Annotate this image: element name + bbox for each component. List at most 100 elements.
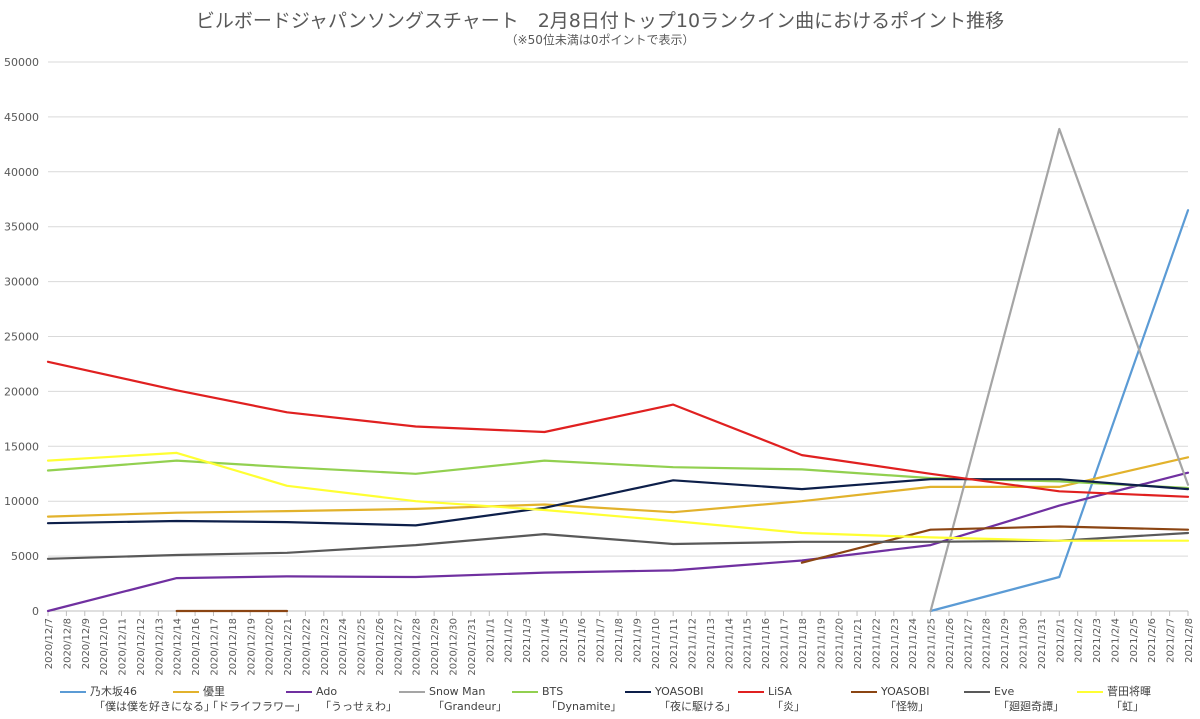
x-tick-label: 2021/1/17 bbox=[779, 618, 790, 669]
legend-series-name: Snow Man bbox=[429, 685, 486, 698]
series-line bbox=[46, 531, 1190, 560]
legend-series-name: YOASOBI bbox=[655, 685, 704, 698]
x-tick-label: 2021/2/5 bbox=[1129, 618, 1140, 663]
x-tick-label: 2021/1/28 bbox=[982, 618, 993, 669]
x-tick-label: 2020/12/29 bbox=[430, 618, 441, 676]
x-tick-label: 2021/1/19 bbox=[816, 618, 827, 669]
y-tick-label: 50000 bbox=[4, 56, 39, 69]
legend-swatch bbox=[173, 691, 199, 693]
x-tick-label: 2021/1/25 bbox=[927, 618, 938, 669]
legend-series-name: 乃木坂46 bbox=[90, 685, 137, 698]
x-tick-label: 2021/1/16 bbox=[761, 618, 772, 669]
y-tick-label: 20000 bbox=[4, 385, 39, 398]
legend-series-name: 菅田将暉 bbox=[1107, 685, 1151, 698]
x-tick-label: 2021/1/18 bbox=[798, 618, 809, 669]
legend-swatch bbox=[625, 691, 651, 693]
legend-series-name: Ado bbox=[316, 685, 338, 698]
series-line bbox=[46, 451, 1190, 542]
legend-swatch bbox=[60, 691, 86, 693]
chart-subtitle: （※50位未満は0ポイントで表示） bbox=[505, 33, 695, 47]
x-tick-label: 2020/12/19 bbox=[246, 618, 257, 676]
x-tick-label: 2021/1/12 bbox=[688, 618, 699, 669]
x-tick-label: 2020/12/11 bbox=[118, 618, 129, 676]
legend-series-name: 優里 bbox=[203, 685, 225, 698]
x-tick-label: 2020/12/13 bbox=[154, 618, 165, 676]
x-tick-label: 2021/1/7 bbox=[596, 618, 607, 663]
x-tick-label: 2021/1/2 bbox=[504, 618, 515, 663]
y-tick-label: 5000 bbox=[11, 550, 39, 563]
x-tick-label: 2021/1/6 bbox=[577, 618, 588, 663]
x-tick-label: 2020/12/22 bbox=[301, 618, 312, 676]
legend-swatch bbox=[1077, 691, 1103, 693]
x-tick-label: 2020/12/28 bbox=[412, 618, 423, 676]
x-tick-label: 2021/1/5 bbox=[559, 618, 570, 663]
chart-title: ビルボードジャパンソングスチャート 2月8日付トップ10ランクイン曲におけるポイ… bbox=[195, 10, 1005, 32]
y-tick-label: 0 bbox=[32, 605, 39, 618]
x-tick-label: 2020/12/10 bbox=[99, 618, 110, 676]
legend-song-title: 「Dynamite」 bbox=[546, 700, 622, 713]
x-tick-label: 2021/1/20 bbox=[835, 618, 846, 669]
legend-swatch bbox=[851, 691, 877, 693]
x-tick-label: 2021/1/24 bbox=[908, 618, 919, 669]
y-tick-label: 10000 bbox=[4, 495, 39, 508]
x-tick-label: 2021/2/4 bbox=[1110, 618, 1121, 663]
x-tick-label: 2021/1/30 bbox=[1019, 618, 1030, 669]
x-tick-label: 2021/1/14 bbox=[724, 618, 735, 669]
legend-series-name: YOASOBI bbox=[881, 685, 930, 698]
legend-swatch bbox=[286, 691, 312, 693]
x-tick-label: 2021/1/22 bbox=[871, 618, 882, 669]
x-tick-label: 2020/12/18 bbox=[228, 618, 239, 676]
chart-legend: 乃木坂46 「僕は僕を好きになる」 優里 「ドライフラワー」 Ado 「うっせぇわ」 Sno… bbox=[60, 684, 1200, 718]
x-tick-label: 2020/12/9 bbox=[81, 618, 92, 669]
x-tick-label: 2020/12/7 bbox=[44, 618, 55, 669]
x-tick-label: 2021/1/15 bbox=[743, 618, 754, 669]
legend-song-title: 「廻廻奇譚」 bbox=[998, 700, 1064, 713]
x-tick-label: 2021/2/6 bbox=[1147, 618, 1158, 663]
x-tick-label: 2021/1/8 bbox=[614, 618, 625, 663]
x-tick-label: 2020/12/25 bbox=[357, 618, 368, 676]
y-tick-label: 30000 bbox=[4, 276, 39, 289]
x-tick-label: 2021/2/1 bbox=[1055, 618, 1066, 663]
x-tick-label: 2021/1/11 bbox=[669, 618, 680, 669]
x-tick-label: 2021/1/21 bbox=[853, 618, 864, 669]
series-line bbox=[929, 127, 1190, 613]
x-tick-label: 2021/1/13 bbox=[706, 618, 717, 669]
legend-song-title: 「怪物」 bbox=[885, 700, 929, 713]
x-tick-label: 2021/1/26 bbox=[945, 618, 956, 669]
legend-song-title: 「虹」 bbox=[1111, 700, 1144, 713]
legend-song-title: 「僕は僕を好きになる」 bbox=[94, 700, 215, 713]
x-tick-label: 2021/2/3 bbox=[1092, 618, 1103, 663]
y-tick-label: 35000 bbox=[4, 221, 39, 234]
x-tick-label: 2020/12/12 bbox=[136, 618, 147, 676]
x-tick-label: 2021/1/1 bbox=[485, 618, 496, 663]
x-tick-label: 2021/1/10 bbox=[651, 618, 662, 669]
legend-series-name: BTS bbox=[542, 685, 564, 698]
series-line bbox=[929, 209, 1190, 613]
legend-swatch bbox=[399, 691, 425, 693]
y-tick-label: 25000 bbox=[4, 331, 39, 344]
x-tick-label: 2020/12/17 bbox=[209, 618, 220, 676]
x-tick-label: 2021/1/9 bbox=[632, 618, 643, 663]
series-line bbox=[46, 471, 1190, 613]
legend-series-name: Eve bbox=[994, 685, 1015, 698]
x-tick-label: 2021/1/4 bbox=[540, 618, 551, 663]
x-tick-label: 2020/12/16 bbox=[191, 618, 202, 676]
x-tick-label: 2020/12/30 bbox=[449, 618, 460, 676]
legend-song-title: 「ドライフラワー」 bbox=[207, 700, 306, 713]
series-line bbox=[46, 360, 1190, 498]
x-tick-label: 2021/1/31 bbox=[1037, 618, 1048, 669]
x-tick-label: 2021/2/8 bbox=[1184, 618, 1195, 663]
y-tick-label: 45000 bbox=[4, 111, 39, 124]
y-tick-label: 15000 bbox=[4, 440, 39, 453]
x-tick-label: 2020/12/8 bbox=[62, 618, 73, 669]
legend-series-name: LiSA bbox=[768, 685, 792, 698]
legend-swatch bbox=[512, 691, 538, 693]
legend-song-title: 「炎」 bbox=[772, 700, 805, 713]
x-tick-label: 2021/2/2 bbox=[1074, 618, 1085, 663]
x-tick-label: 2020/12/21 bbox=[283, 618, 294, 676]
x-tick-label: 2021/2/7 bbox=[1166, 618, 1177, 663]
x-tick-label: 2021/1/27 bbox=[963, 618, 974, 669]
x-tick-label: 2021/1/3 bbox=[522, 618, 533, 663]
x-tick-label: 2020/12/23 bbox=[320, 618, 331, 676]
